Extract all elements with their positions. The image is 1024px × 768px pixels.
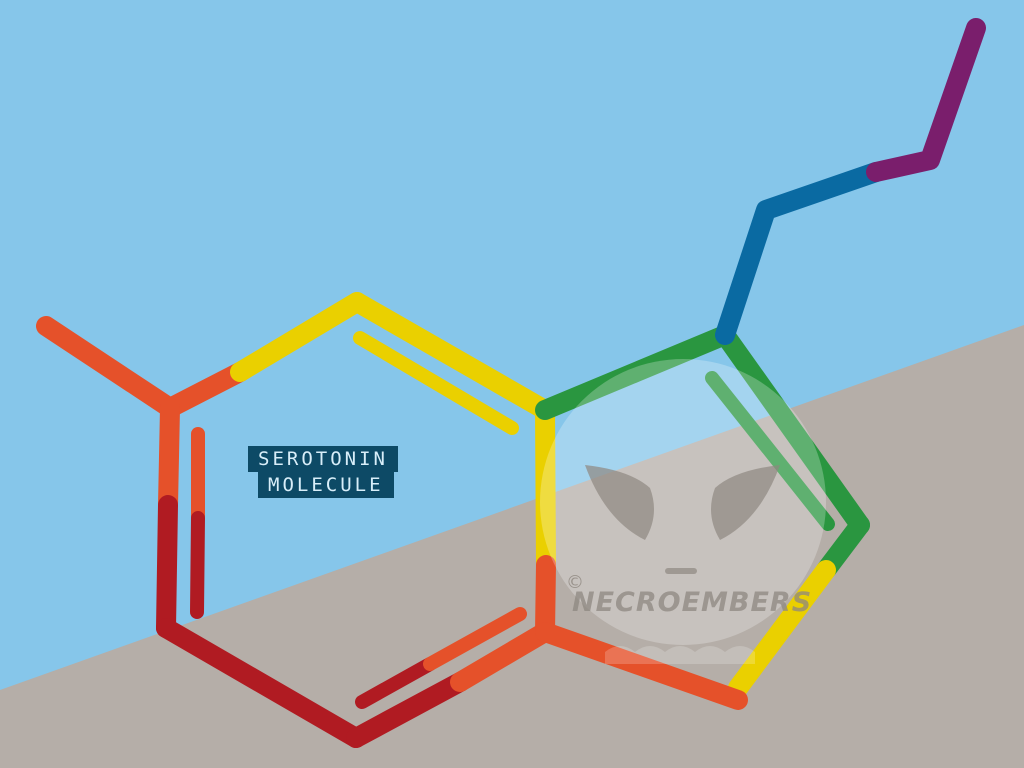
double-bond-top	[353, 331, 519, 435]
bond-chain-2	[866, 18, 986, 182]
bond-ring-top-left-2	[230, 292, 367, 382]
bond-ring-bottom-right-2	[450, 622, 555, 692]
watermark-circle	[540, 359, 826, 645]
bond-ring-shared-lower	[535, 555, 556, 642]
bond-pyrrole-bottom	[535, 622, 748, 710]
bond-ring-top-right	[347, 292, 555, 420]
alien-right-eye-icon	[711, 465, 780, 540]
bond-pyrrole-right-lower-2	[728, 560, 836, 698]
watermark-copyright: ©	[566, 572, 584, 593]
double-bond-bottom-2	[423, 607, 527, 671]
alien-left-eye-icon	[585, 465, 654, 540]
bond-ring-left-upper	[158, 398, 180, 515]
alien-mouth-icon	[665, 568, 697, 574]
label-serotonin: SEROTONIN	[248, 446, 398, 472]
bond-ring-top-left	[160, 362, 250, 418]
double-bond-bottom-1	[355, 657, 437, 709]
watermark-logo: © NECROEMBERS	[540, 359, 826, 664]
bond-ring-bottom-left	[156, 618, 366, 748]
double-bond-pyrrole	[705, 371, 835, 531]
watermark-teeth	[605, 646, 755, 664]
bond-ring-shared-upper	[535, 400, 556, 575]
watermark-brand: NECROEMBERS	[572, 587, 812, 618]
bond-chain-1	[715, 162, 886, 345]
label-molecule: MOLECULE	[258, 472, 394, 498]
bond-ring-left-lower	[156, 495, 178, 638]
bond-ring-bottom-right-1	[346, 672, 470, 748]
double-bond-left-2	[190, 511, 205, 619]
bond-pyrrole-right	[715, 325, 870, 535]
bond-methyl	[36, 316, 180, 418]
bond-pyrrole-top	[535, 325, 735, 420]
